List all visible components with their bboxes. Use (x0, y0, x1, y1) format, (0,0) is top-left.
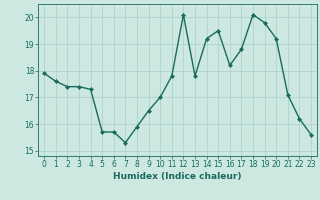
X-axis label: Humidex (Indice chaleur): Humidex (Indice chaleur) (113, 172, 242, 181)
